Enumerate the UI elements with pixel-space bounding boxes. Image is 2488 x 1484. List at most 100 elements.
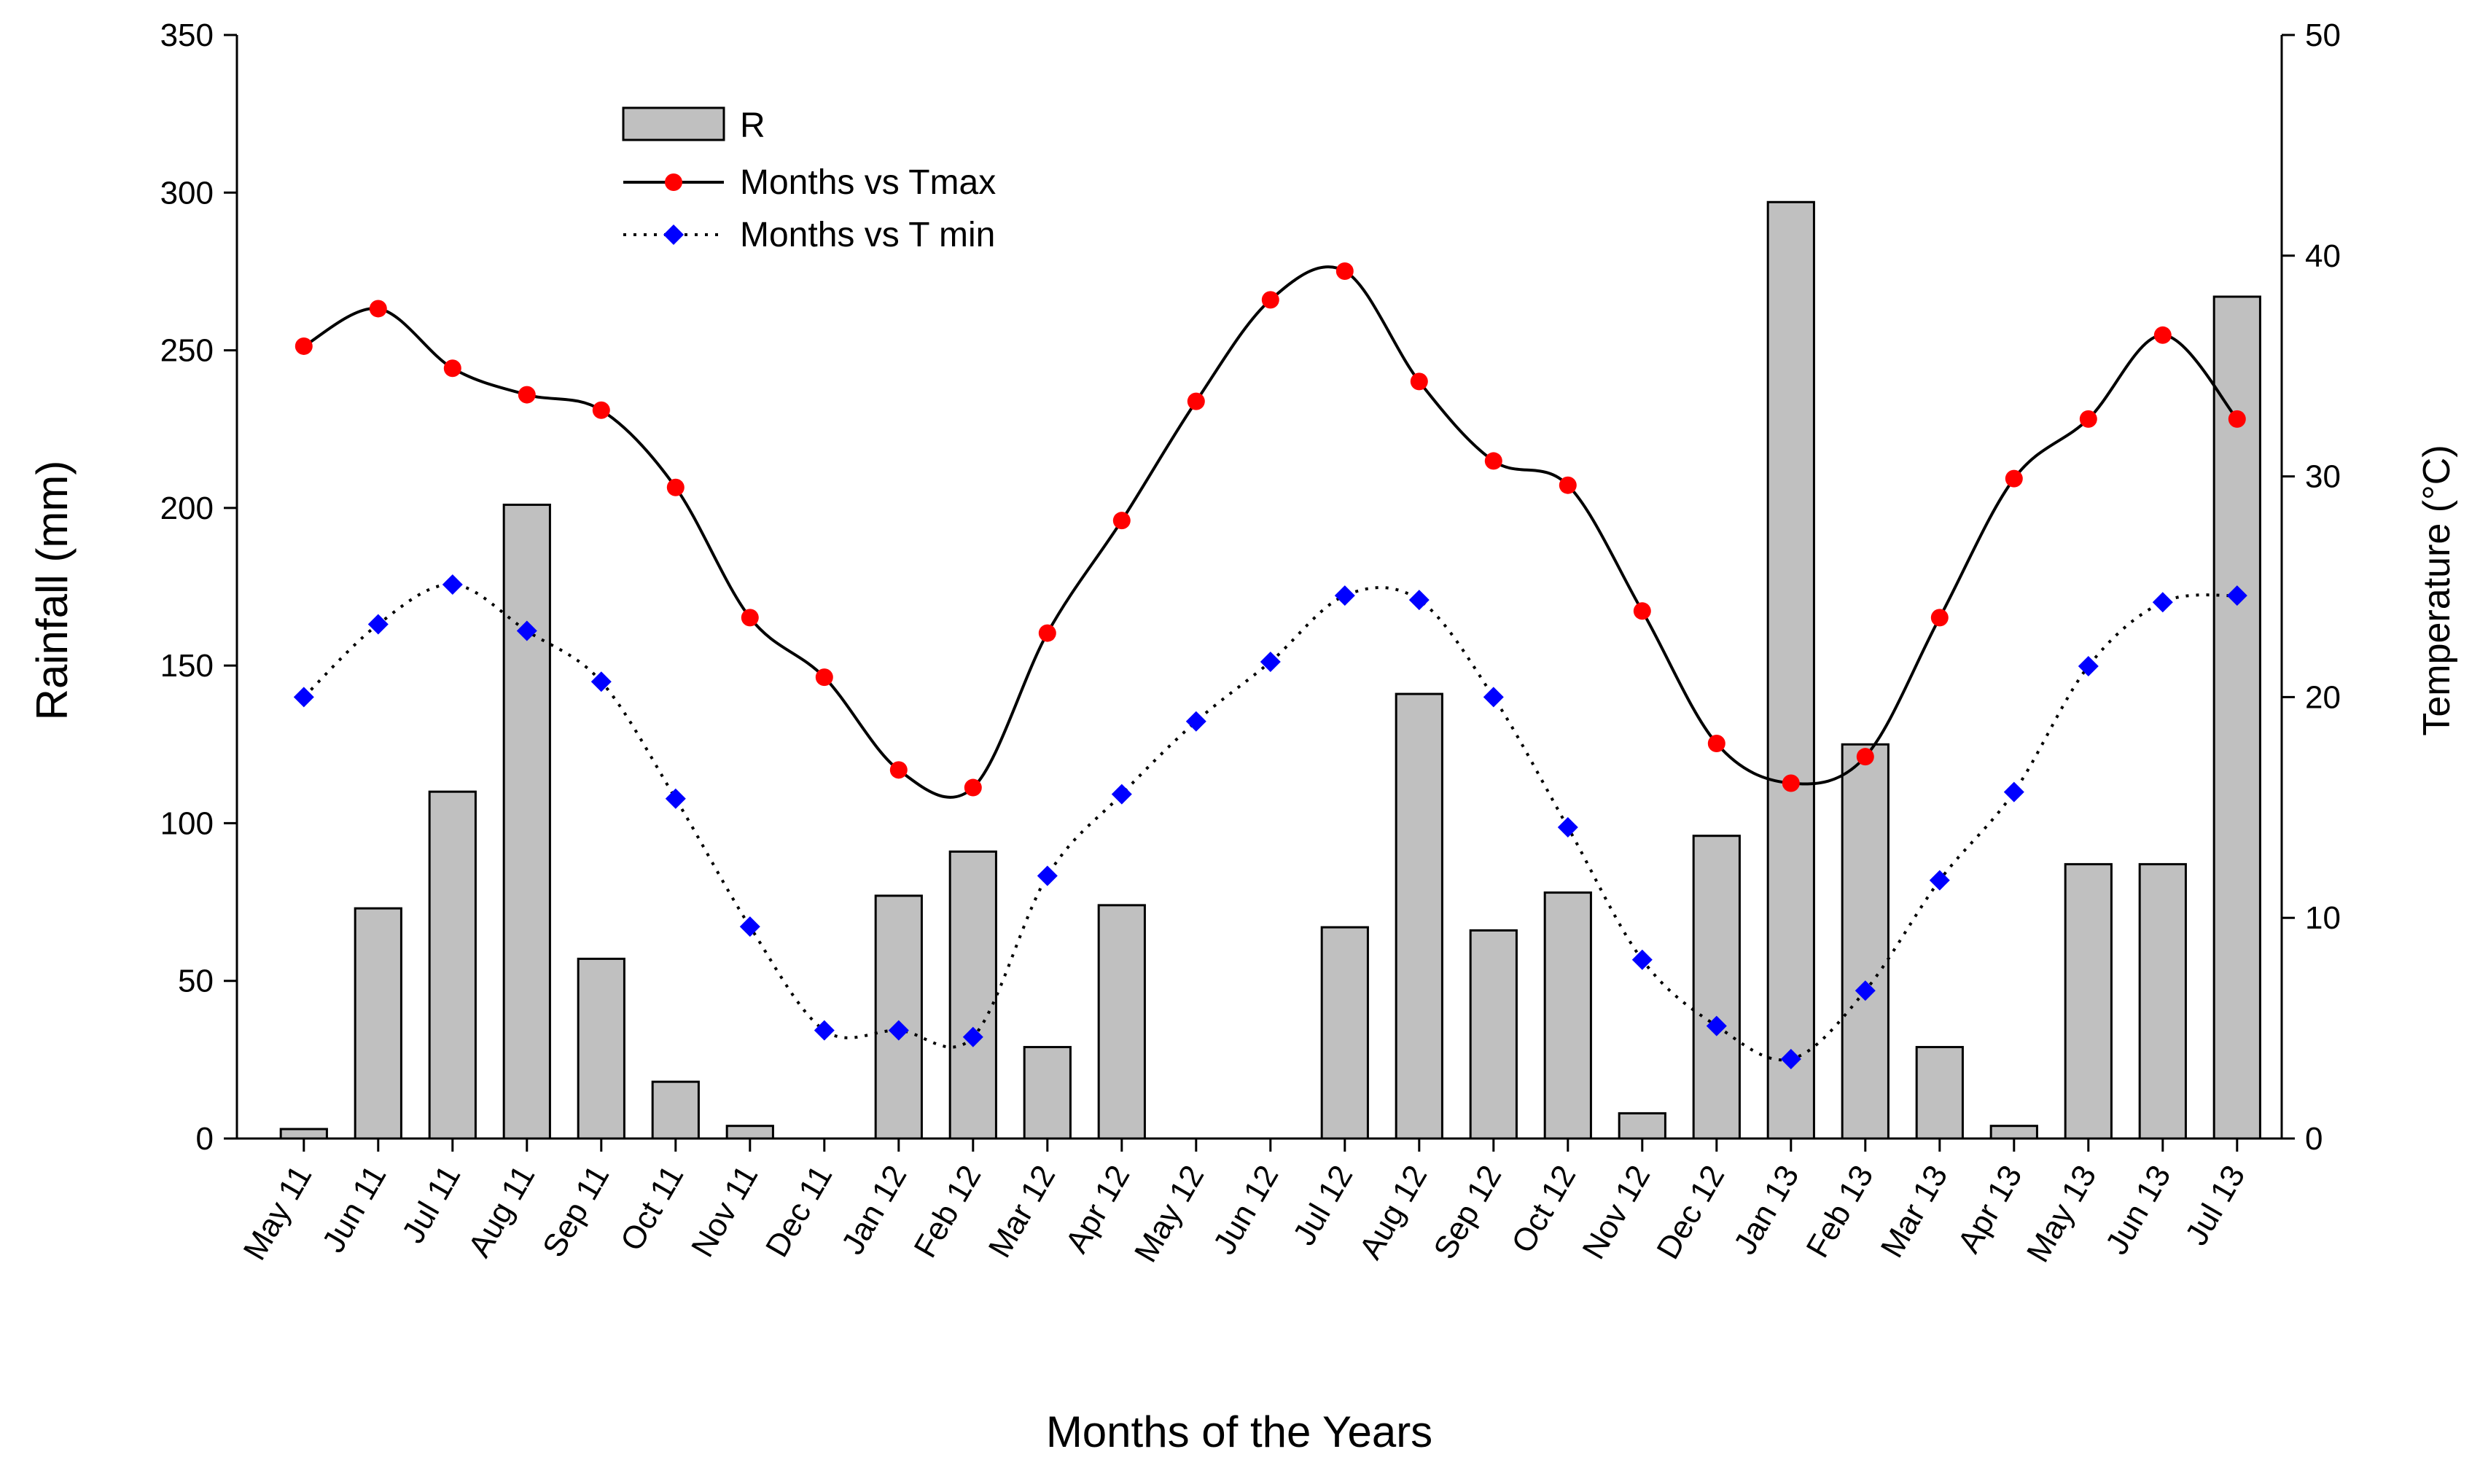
rainfall-bar	[1023, 1046, 1072, 1140]
y-right-tick-label: 50	[2305, 17, 2341, 53]
tmin-point	[739, 916, 760, 937]
tmin-point	[2152, 592, 2173, 613]
x-tick-label: Aug 12	[1352, 1160, 1434, 1265]
tmin-point	[1408, 590, 1430, 611]
tmin-point	[590, 671, 612, 692]
tmax-point	[1038, 624, 1056, 642]
tmin-point	[962, 1026, 983, 1047]
rainfall-bars	[279, 200, 2261, 1140]
rainfall-bar	[1989, 1125, 2038, 1140]
y-left-tick-label: 200	[160, 491, 214, 526]
tmax-point	[1112, 512, 1131, 530]
tmin-point	[2226, 585, 2247, 606]
rainfall-bar	[1841, 743, 1890, 1140]
tmin-point	[1780, 1048, 1801, 1069]
rainfall-bar	[874, 894, 923, 1140]
tmax-point	[2153, 326, 2172, 344]
rainfall-bar	[428, 790, 477, 1140]
x-tick-label: Sep 11	[536, 1160, 617, 1263]
x-tick-label: Feb 12	[908, 1160, 988, 1264]
tmax-point	[1633, 602, 1651, 620]
tmax-point	[1335, 262, 1354, 280]
tmin-point	[1557, 817, 1578, 838]
rainfall-bar	[1543, 891, 1592, 1140]
y-axis-right-title: Temperature (°C)	[2416, 445, 2458, 735]
legend-label-tmax: Months vs Tmax	[740, 163, 996, 202]
legend: R Months vs Tmax Months vs T min	[622, 106, 996, 254]
tmin-point	[1185, 711, 1206, 732]
x-tick-label: Jun 13	[2099, 1160, 2177, 1261]
tmin-point	[1706, 1015, 1727, 1036]
axes: 0 50 100 150 200 250 300 350 0 10 20 30 40 50	[160, 17, 2341, 1157]
y-left-tick-label: 300	[160, 175, 214, 211]
tmax-point	[1930, 609, 1949, 627]
tmax-point	[518, 386, 536, 404]
tmax-point	[741, 609, 759, 627]
tmax-point	[1410, 372, 1428, 391]
rainfall-bar	[354, 907, 402, 1140]
tmin-point	[1929, 870, 1950, 891]
legend-marker-tmin	[663, 224, 684, 245]
x-tick-label: Feb 13	[1800, 1160, 1881, 1264]
tmax-point	[1484, 452, 1502, 470]
tmax-point	[815, 668, 833, 687]
y-left-tick-label: 350	[160, 17, 214, 53]
rainfall-bar	[1395, 692, 1443, 1140]
rainfall-bar	[502, 504, 551, 1140]
x-tick-label: Mar 13	[1874, 1160, 1955, 1264]
tmax-point	[2079, 410, 2097, 428]
x-tick-label: Jan 12	[835, 1160, 913, 1261]
x-tick-label: Nov 11	[685, 1160, 765, 1263]
tmin-point	[2003, 781, 2024, 802]
rainfall-bar	[948, 850, 997, 1140]
tmin-point	[516, 620, 537, 641]
legend-label-rainfall: R	[740, 106, 765, 145]
rainfall-bar	[577, 957, 625, 1140]
tmin-point	[1631, 949, 1653, 970]
x-tick-label: May 12	[1128, 1160, 1212, 1268]
y-right-tick-label: 30	[2305, 459, 2341, 495]
x-tick-label: Apr 12	[1058, 1160, 1136, 1260]
legend-marker-tmax	[665, 173, 682, 191]
y-axis-left-title: Rainfall (mm)	[28, 461, 77, 721]
tmax-point	[964, 778, 982, 797]
tmax-point	[369, 300, 387, 318]
x-tick-label: Sep 12	[1427, 1160, 1508, 1265]
tmax-point	[1559, 476, 1577, 494]
x-tick-label: Aug 11	[461, 1160, 542, 1263]
tmin-point	[1483, 687, 1504, 708]
x-tick-label: Oct 11	[614, 1160, 691, 1257]
tmax-point	[295, 337, 313, 355]
rainfall-bar	[2138, 863, 2187, 1140]
x-tick-label: Jun 12	[1206, 1160, 1285, 1261]
y-left-tick-label: 100	[160, 805, 214, 841]
tmin-point	[1855, 980, 1876, 1001]
x-tick-label: Jan 13	[1727, 1160, 1806, 1261]
y-right-tick-label: 20	[2305, 679, 2341, 715]
tmin-point	[1334, 585, 1355, 606]
rainfall-bar	[1766, 200, 1815, 1140]
tmin-point	[293, 687, 314, 708]
tmin-point	[888, 1020, 909, 1041]
y-right-tick-label: 10	[2305, 900, 2341, 936]
legend-label-tmin: Months vs T min	[740, 216, 995, 254]
y-left-tick-label: 150	[160, 648, 214, 684]
tmax-point	[666, 478, 685, 496]
y-right-tick-label: 40	[2305, 238, 2341, 274]
rainfall-bar	[279, 1128, 328, 1140]
x-axis-title: Months of the Years	[1046, 1407, 1432, 1456]
rainfall-bar	[2064, 863, 2113, 1140]
rainfall-bar	[725, 1125, 774, 1140]
tmax-point	[1707, 734, 1725, 752]
tmin-point	[442, 574, 463, 595]
x-tick-label: Oct 12	[1505, 1160, 1583, 1260]
x-tick-label: May 11	[237, 1160, 319, 1267]
rainfall-bar	[1692, 835, 1741, 1140]
tmax-point	[1856, 748, 1874, 766]
y-left-tick-label: 50	[178, 964, 214, 999]
tmax-point	[1187, 392, 1205, 410]
tmax-point	[443, 359, 461, 378]
tmin-point	[1111, 784, 1132, 805]
tmin-point	[2078, 656, 2099, 677]
